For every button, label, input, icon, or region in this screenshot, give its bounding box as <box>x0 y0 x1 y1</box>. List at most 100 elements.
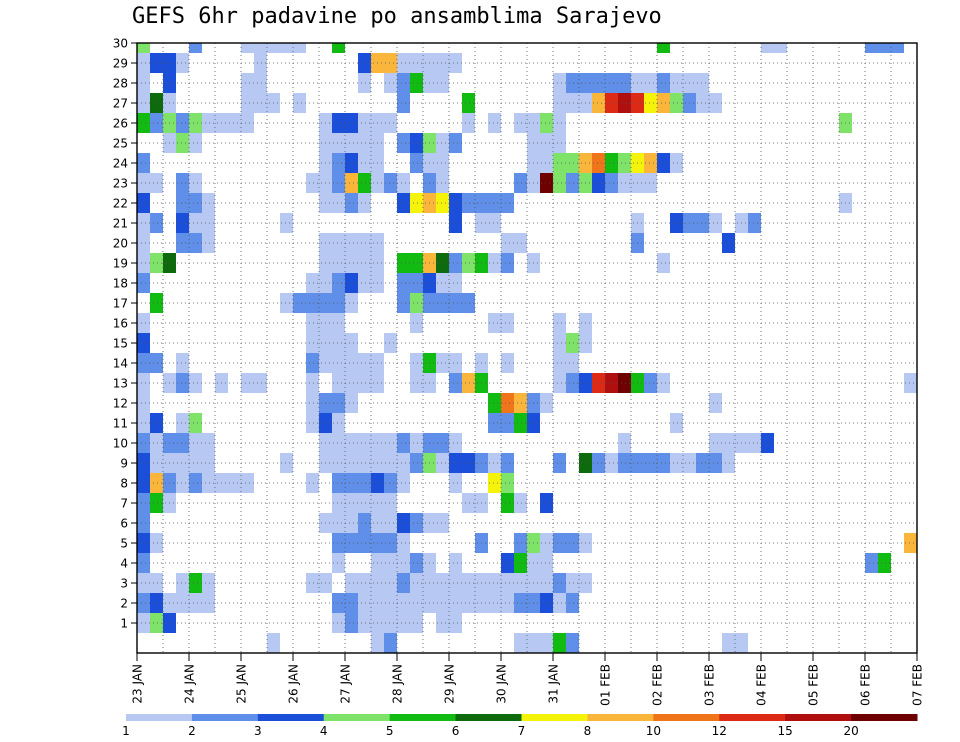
heatmap-cell <box>488 253 501 273</box>
heatmap-cell <box>657 93 670 113</box>
heatmap-cell <box>462 593 475 613</box>
heatmap-cell <box>202 573 215 593</box>
heatmap-cell <box>501 233 514 253</box>
heatmap-cell <box>137 53 150 73</box>
x-tick-label: 06 FEB <box>859 664 873 706</box>
heatmap-cell <box>280 213 293 233</box>
y-tick-label: 12 <box>113 397 128 411</box>
heatmap-cell <box>306 473 319 493</box>
heatmap-cell <box>410 313 423 333</box>
heatmap-cell <box>592 93 605 113</box>
y-tick-label: 22 <box>113 197 128 211</box>
y-tick-label: 13 <box>113 377 128 391</box>
heatmap-cell <box>202 433 215 453</box>
heatmap-cell <box>644 153 657 173</box>
heatmap-cell <box>449 273 462 293</box>
y-tick-label: 15 <box>113 337 128 351</box>
heatmap-cell <box>410 353 423 373</box>
heatmap-cell <box>358 453 371 473</box>
heatmap-cell <box>514 593 527 613</box>
heatmap-cell <box>137 513 150 533</box>
y-tick-label: 6 <box>120 517 128 531</box>
heatmap-cell <box>410 453 423 473</box>
heatmap-cell <box>254 93 267 113</box>
heatmap-cell <box>488 573 501 593</box>
heatmap-cell <box>514 573 527 593</box>
heatmap-cell <box>592 73 605 93</box>
heatmap-cell <box>709 213 722 233</box>
heatmap-cell <box>696 93 709 113</box>
heatmap-cell <box>397 73 410 93</box>
heatmap-cell <box>150 413 163 433</box>
heatmap-cell <box>878 553 891 573</box>
heatmap-cell <box>449 473 462 493</box>
heatmap-cell <box>618 453 631 473</box>
heatmap-cell <box>241 43 254 53</box>
heatmap-cell <box>176 193 189 213</box>
heatmap-cell <box>553 313 566 333</box>
heatmap-cell <box>241 93 254 113</box>
heatmap-cell <box>449 293 462 313</box>
heatmap-cell <box>540 133 553 153</box>
heatmap-cell <box>137 43 150 53</box>
heatmap-cell <box>176 113 189 133</box>
heatmap-cell <box>332 493 345 513</box>
heatmap-cell <box>150 293 163 313</box>
heatmap-cell <box>358 153 371 173</box>
heatmap-cell <box>449 373 462 393</box>
heatmap-cell <box>436 433 449 453</box>
heatmap-cell <box>345 253 358 273</box>
heatmap-cell <box>358 73 371 93</box>
heatmap-cell <box>254 73 267 93</box>
heatmap-cell <box>306 373 319 393</box>
heatmap-cell <box>410 73 423 93</box>
heatmap-cell <box>137 593 150 613</box>
y-tick-label: 30 <box>113 37 128 51</box>
colorbar-label: 7 <box>518 724 526 738</box>
heatmap-cell <box>670 213 683 233</box>
colorbar-label: 5 <box>386 724 394 738</box>
heatmap-cell <box>150 353 163 373</box>
heatmap-cell <box>137 233 150 253</box>
heatmap-cell <box>410 433 423 453</box>
heatmap-cell <box>254 43 267 53</box>
heatmap-cell <box>605 373 618 393</box>
heatmap-cell <box>449 613 462 633</box>
heatmap-cell <box>345 193 358 213</box>
heatmap-cell <box>540 113 553 133</box>
heatmap-cell <box>709 433 722 453</box>
heatmap-cell <box>449 213 462 233</box>
heatmap-cell <box>189 433 202 453</box>
heatmap-cell <box>384 113 397 133</box>
heatmap-cell <box>449 353 462 373</box>
heatmap-cell <box>436 133 449 153</box>
heatmap-cell <box>150 253 163 273</box>
heatmap-cell <box>332 553 345 573</box>
colorbar-label: 20 <box>843 724 858 738</box>
heatmap-cell <box>137 413 150 433</box>
heatmap-cell <box>748 433 761 453</box>
colorbar-segment <box>653 714 720 721</box>
heatmap-cell <box>189 193 202 213</box>
heatmap-cell <box>488 453 501 473</box>
heatmap-cell <box>436 273 449 293</box>
heatmap-cell <box>267 43 280 53</box>
x-tick-label: 23 JAN <box>131 664 145 704</box>
heatmap-cell <box>410 373 423 393</box>
colorbar-segment <box>455 714 522 721</box>
heatmap-cell <box>462 293 475 313</box>
heatmap-cell <box>501 593 514 613</box>
heatmap-cell <box>280 43 293 53</box>
heatmap-cell <box>397 53 410 73</box>
heatmap-cell <box>384 513 397 533</box>
heatmap-cell <box>566 153 579 173</box>
heatmap-cell <box>306 573 319 593</box>
heatmap-cell <box>449 133 462 153</box>
heatmap-cell <box>904 373 917 393</box>
heatmap-cell <box>137 353 150 373</box>
heatmap-cell <box>553 453 566 473</box>
heatmap-cell <box>397 513 410 533</box>
x-tick-label: 05 FEB <box>807 664 821 706</box>
heatmap-cell <box>670 413 683 433</box>
heatmap-cell <box>306 353 319 373</box>
